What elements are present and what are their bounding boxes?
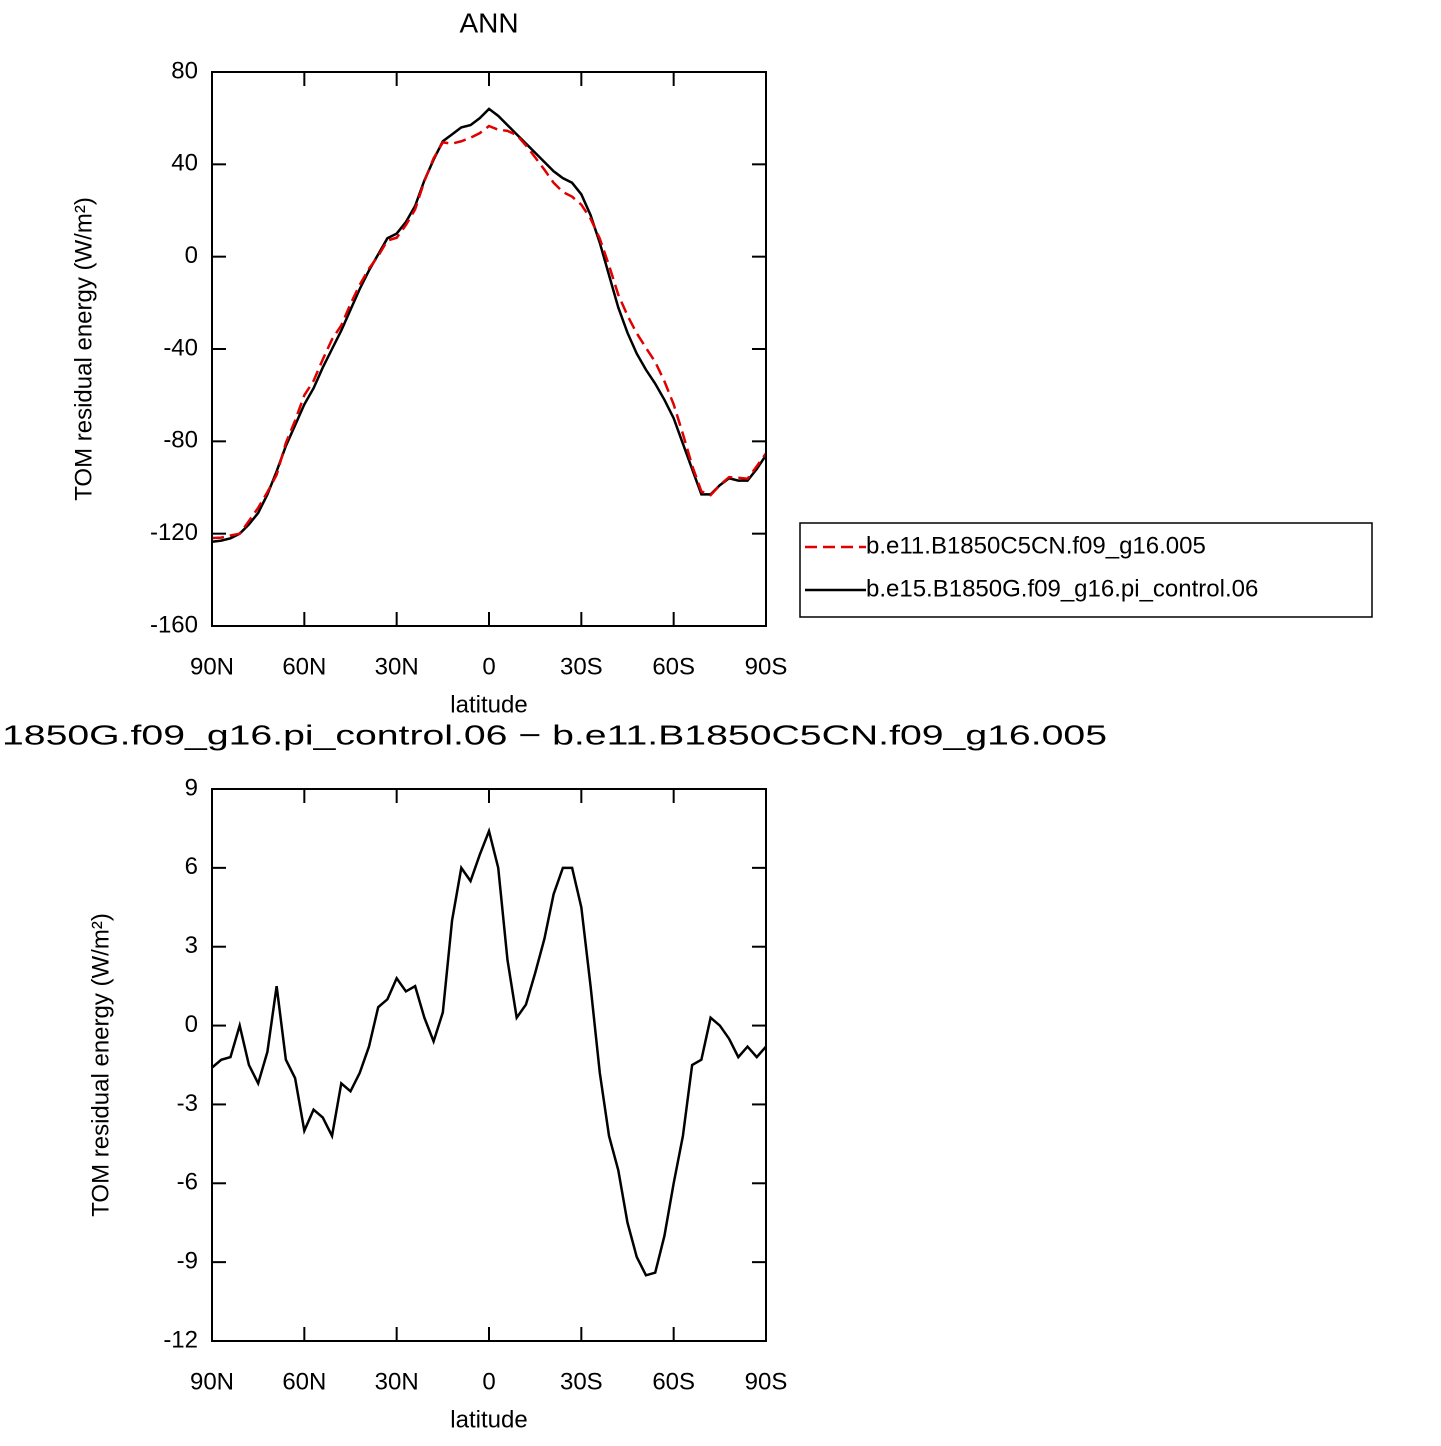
y-axis-label: TOM residual energy (W/m²) [87, 913, 114, 1217]
x-tick-label: 30N [375, 1368, 419, 1395]
x-tick-label: 60N [282, 653, 326, 680]
x-tick-label: 60N [282, 1368, 326, 1395]
chart-title: ANN [459, 7, 518, 38]
data-line [211, 124, 768, 540]
y-tick-label: 3 [185, 932, 198, 959]
x-tick-label: 60S [652, 653, 695, 680]
y-tick-label: 6 [185, 853, 198, 880]
x-tick-label: 30S [560, 1368, 603, 1395]
y-axis-label: TOM residual energy (W/m²) [70, 197, 97, 501]
x-tick-label: 90S [745, 1368, 788, 1395]
x-axis-label: latitude [450, 1406, 527, 1433]
y-tick-label: -120 [150, 519, 198, 546]
chart-title: 1850G.f09_g16.pi_control.06 − b.e11.B185… [2, 719, 1107, 750]
legend-label: b.e11.B1850C5CN.f09_g16.005 [866, 532, 1206, 559]
data-line [211, 826, 767, 1277]
y-tick-label: 9 [185, 774, 198, 801]
legend-box [799, 522, 1373, 618]
plot-frame [211, 788, 767, 1342]
data-line [211, 107, 768, 543]
y-tick-label: -6 [177, 1169, 198, 1196]
y-tick-label: 40 [171, 150, 198, 177]
y-tick-label: -3 [177, 1090, 198, 1117]
x-tick-label: 30N [375, 653, 419, 680]
y-tick-label: -80 [163, 427, 198, 454]
y-tick-label: -40 [163, 334, 198, 361]
x-tick-label: 90N [190, 653, 234, 680]
y-tick-label: -9 [177, 1247, 198, 1274]
y-tick-label: 80 [171, 57, 198, 84]
y-tick-label: 0 [185, 1011, 198, 1038]
y-tick-label: 0 [185, 242, 198, 269]
y-tick-label: -12 [163, 1326, 198, 1353]
plot-frame [211, 71, 767, 627]
x-tick-label: 90N [190, 1368, 234, 1395]
y-tick-label: -160 [150, 611, 198, 638]
x-tick-label: 60S [652, 1368, 695, 1395]
legend-label: b.e15.B1850G.f09_g16.pi_control.06 [866, 575, 1258, 602]
x-tick-label: 30S [560, 653, 603, 680]
x-axis-label: latitude [450, 691, 527, 718]
x-tick-label: 0 [482, 653, 495, 680]
x-tick-label: 90S [745, 653, 788, 680]
x-tick-label: 0 [482, 1368, 495, 1395]
